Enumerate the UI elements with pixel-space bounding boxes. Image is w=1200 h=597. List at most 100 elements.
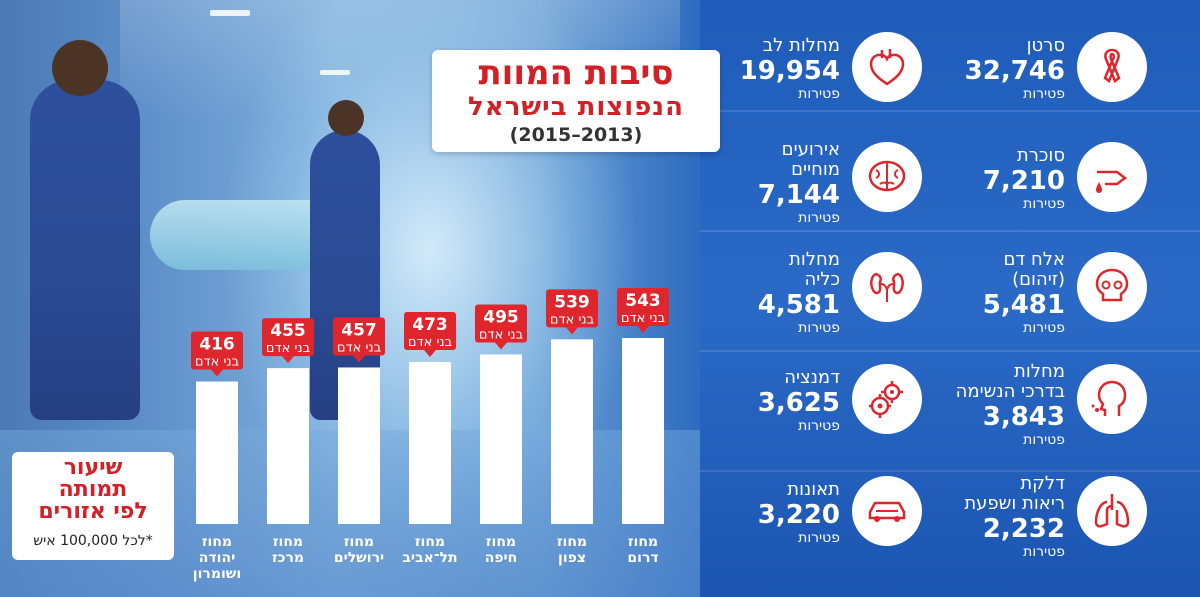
- kidney-icon: [852, 252, 922, 322]
- heart-icon: [852, 32, 922, 102]
- ceiling-light: [210, 10, 250, 16]
- cause-unit: פטירות: [798, 530, 840, 546]
- cause-name: אלח דם (זיהום): [1003, 249, 1065, 290]
- nurse-figure: [30, 80, 140, 420]
- bar-value-2: 457: [341, 320, 377, 340]
- title-line-1: סיבות המוות: [478, 53, 674, 93]
- bar-6: [622, 338, 664, 524]
- cause-count: 7,210: [982, 166, 1065, 196]
- cause-text: אלח דם (זיהום) 5,481 פטירות: [905, 249, 1065, 337]
- x-label-6: מחוז דרום: [627, 534, 659, 566]
- cause-count: 3,625: [757, 388, 840, 418]
- cause-text: מחלות לב 19,954 פטירות: [680, 35, 840, 103]
- cause-text: סרטן 32,746 פטירות: [905, 35, 1065, 103]
- bar-value-0: 416: [199, 335, 235, 355]
- cause-unit: פטירות: [798, 320, 840, 336]
- cause-item: סוכרת 7,210 פטירות: [955, 140, 1185, 240]
- bar-unit-0: בני אדם: [195, 355, 239, 370]
- bar-value-5: 539: [554, 292, 590, 312]
- blood-drop-icon: [1077, 142, 1147, 212]
- light-streak: [700, 110, 1200, 112]
- cause-item: מחלות לב 19,954 פטירות: [730, 30, 960, 130]
- car-icon: [852, 476, 922, 546]
- cause-item: דמנציה 3,625 פטירות: [730, 362, 960, 462]
- bar-unit-6: בני אדם: [621, 311, 665, 326]
- bar-value-1: 455: [270, 321, 306, 341]
- cause-unit: פטירות: [1023, 86, 1065, 102]
- legend-line-1: שיעור: [63, 455, 123, 480]
- cause-item: אלח דם (זיהום) 5,481 פטירות: [955, 250, 1185, 350]
- head-breath-icon: [1077, 364, 1147, 434]
- cause-unit: פטירות: [798, 86, 840, 102]
- bar-2: [338, 367, 380, 524]
- title-line-2: הנפוצות בישראל: [468, 92, 684, 122]
- cause-text: סוכרת 7,210 פטירות: [905, 145, 1065, 213]
- x-label-4: מחוז חיפה: [484, 534, 518, 566]
- light-streak: [700, 470, 1200, 472]
- cause-name: מחלות לב: [762, 35, 840, 56]
- bar-1: [267, 368, 309, 524]
- ceiling-light: [320, 70, 350, 75]
- cause-name: סוכרת: [1016, 145, 1065, 166]
- x-label-5: מחוז צפון: [556, 534, 588, 566]
- cause-unit: פטירות: [798, 418, 840, 434]
- bar-value-3: 473: [412, 315, 448, 335]
- cause-unit: פטירות: [1023, 320, 1065, 336]
- bar-unit-5: בני אדם: [550, 312, 594, 327]
- light-streak: [700, 230, 1200, 232]
- cause-count: 3,220: [757, 500, 840, 530]
- x-label-0: מחוז יהודה ושומרון: [192, 534, 242, 582]
- cause-item: אירועים מוחיים 7,144 פטירות: [730, 140, 960, 240]
- cause-name: תאונות: [787, 479, 840, 500]
- cause-name: מחלות כליה: [789, 249, 840, 290]
- cause-unit: פטירות: [1023, 196, 1065, 212]
- x-label-3: מחוז תל־אביב: [402, 534, 458, 566]
- bar-value-4: 495: [483, 307, 519, 327]
- legend-line-2: תמותה: [58, 477, 128, 502]
- cause-text: מחלות בדרכי הנשימה 3,843 פטירות: [905, 361, 1065, 449]
- cause-text: דלקת ריאות ושפעת 2,232 פטירות: [905, 473, 1065, 561]
- cause-text: מחלות כליה 4,581 פטירות: [680, 249, 840, 337]
- legend-footnote: *לכל 100,000 איש: [33, 533, 153, 549]
- cause-count: 5,481: [982, 290, 1065, 320]
- x-label-1: מחוז מרכז: [271, 534, 305, 566]
- cause-count: 7,144: [757, 180, 840, 210]
- cause-item: מחלות בדרכי הנשימה 3,843 פטירות: [955, 362, 1185, 462]
- cause-count: 4,581: [757, 290, 840, 320]
- cause-item: סרטן 32,746 פטירות: [955, 30, 1185, 130]
- cause-name: מחלות בדרכי הנשימה: [955, 361, 1065, 402]
- bar-unit-2: בני אדם: [337, 340, 381, 355]
- cause-item: תאונות 3,220 פטירות: [730, 474, 960, 574]
- light-streak: [700, 350, 1200, 352]
- cause-name: דלקת ריאות ושפעת: [964, 473, 1065, 514]
- bar-4: [480, 354, 522, 524]
- cause-text: תאונות 3,220 פטירות: [680, 479, 840, 547]
- cause-text: דמנציה 3,625 פטירות: [680, 367, 840, 435]
- bar-0: [196, 381, 238, 524]
- cause-unit: פטירות: [1023, 432, 1065, 448]
- cause-count: 19,954: [739, 56, 840, 86]
- cause-name: דמנציה: [784, 367, 840, 388]
- x-label-2: מחוז ירושלים: [333, 534, 385, 566]
- nurse-head: [52, 40, 108, 96]
- bar-3: [409, 361, 451, 524]
- legend-line-3: לפי אזורים: [38, 499, 148, 524]
- bar-5: [551, 339, 593, 524]
- bar-unit-3: בני אדם: [408, 335, 452, 350]
- skull-icon: [1077, 252, 1147, 322]
- nurse-head: [328, 100, 364, 136]
- brain-icon: [852, 142, 922, 212]
- cause-count: 3,843: [982, 402, 1065, 432]
- chart-legend-box: שיעור תמותה לפי אזורים *לכל 100,000 איש: [12, 452, 174, 560]
- lungs-icon: [1077, 476, 1147, 546]
- cause-item: מחלות כליה 4,581 פטירות: [730, 250, 960, 350]
- cause-name: סרטן: [1026, 35, 1065, 56]
- ribbon-icon: [1077, 32, 1147, 102]
